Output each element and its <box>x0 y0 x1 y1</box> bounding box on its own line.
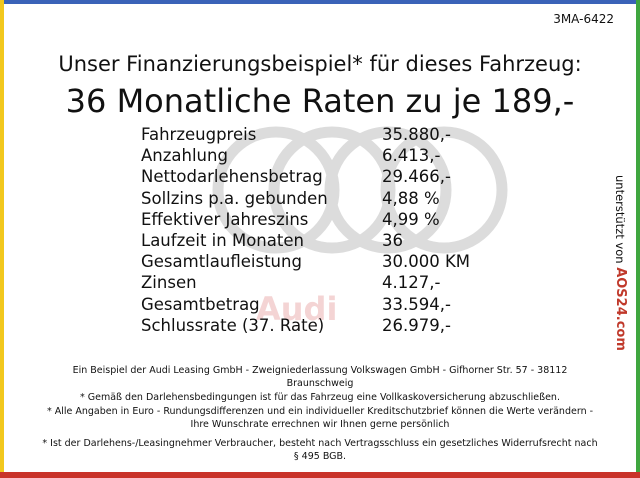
row-value: 4,99 % <box>382 209 440 229</box>
row-label: Sollzins p.a. gebunden <box>141 188 328 208</box>
code: 3MA-6422 <box>553 12 614 26</box>
row-value: 36 <box>382 230 403 250</box>
row-value: 6.413,- <box>382 146 441 166</box>
row-label: Gesamtlaufleistung <box>141 252 302 272</box>
row-label: Zinsen <box>141 273 197 293</box>
border-top <box>0 0 640 4</box>
row-label: Schlussrate (37. Rate) <box>141 315 325 335</box>
border-left <box>0 0 4 478</box>
table-row: Gesamtbetrag 33.594,- <box>141 295 501 316</box>
table-row: Zinsen 4.127,- <box>141 273 501 294</box>
row-label: Anzahlung <box>141 146 228 166</box>
sidebar-text: unterstützt von <box>613 175 627 264</box>
watermark-text: Audi <box>256 290 337 328</box>
row-label: Fahrzeugpreis <box>141 125 257 144</box>
table-row: Gesamtlaufleistung 30.000 KM <box>141 252 501 273</box>
table-row: Schlussrate (37. Rate) 26.979,- <box>141 316 501 337</box>
footnote: * Gemäß den Darlehensbedingungen ist für… <box>80 392 560 403</box>
row-label: Nettodarlehensbetrag <box>141 167 323 187</box>
border-bottom <box>0 472 640 478</box>
border-right <box>636 0 640 478</box>
row-value: 30.000 KM <box>382 252 471 272</box>
row-label: Effektiver Jahreszins <box>141 209 309 229</box>
table-row: Sollzins p.a. gebunden 4,88 % <box>141 189 501 210</box>
row-label: Gesamtbetrag <box>141 294 260 314</box>
title: Unser Finanzierungsbeispiel* für dieses … <box>58 52 582 76</box>
footnotes: Ein Beispiel der Audi Leasing GmbH - Zwe… <box>40 364 600 464</box>
row-value: 29.466,- <box>382 167 451 187</box>
row-value: 35.880,- <box>382 125 451 144</box>
table-row: Nettodarlehensbetrag 29.466,- <box>141 167 501 188</box>
row-label: Laufzeit in Monaten <box>141 230 304 250</box>
brand: AOS24.com <box>613 267 628 351</box>
table: Fahrzeugpreis 35.880,- Anzahlung 6.413,- Net… <box>141 125 501 337</box>
row-value: 4.127,- <box>382 273 441 293</box>
row-value: 26.979,- <box>382 315 451 335</box>
footnote: * Alle Angaben in Euro - Rundungsdiffere… <box>46 406 594 430</box>
row-value: 4,88 % <box>382 188 440 208</box>
footnote: * Ist der Darlehens-/Leasingnehmer Verbr… <box>42 438 598 462</box>
footnote: Ein Beispiel der Audi Leasing GmbH - Zwe… <box>72 365 568 389</box>
sidebar: unterstützt von AOS24.com <box>613 175 628 351</box>
table-row: Anzahlung 6.413,- <box>141 146 501 167</box>
table-row: Effektiver Jahreszins 4,99 % <box>141 210 501 231</box>
table-row: Fahrzeugpreis 35.880,- <box>141 125 501 146</box>
row-value: 33.594,- <box>382 294 451 314</box>
table-row: Laufzeit in Monaten 36 <box>141 231 501 252</box>
subtitle: 36 Monatliche Raten zu je 189,- <box>65 82 575 120</box>
